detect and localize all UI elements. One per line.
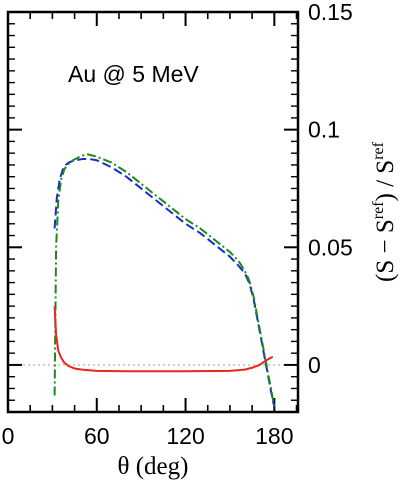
y-tick-label: 0.1 bbox=[308, 117, 340, 143]
axis-ticks bbox=[7, 11, 298, 413]
y-tick-label: 0.05 bbox=[308, 234, 353, 260]
annotation-label: Au @ 5 MeV bbox=[68, 61, 199, 87]
x-axis-title: θ (deg) bbox=[118, 453, 189, 480]
x-tick-label: 60 bbox=[84, 423, 110, 449]
y-axis-title-base: (S − S bbox=[372, 219, 399, 282]
x-tick-label: 0 bbox=[2, 423, 15, 449]
y-tick-label: 0.15 bbox=[308, 0, 353, 25]
y-axis-title-sup2: ref bbox=[370, 141, 387, 159]
y-axis-title-sup1: ref bbox=[370, 201, 387, 219]
series-line-3 bbox=[53, 306, 274, 373]
series-layer bbox=[53, 153, 276, 408]
x-tick-label: 120 bbox=[166, 423, 204, 449]
y-tick-label: 0 bbox=[308, 352, 321, 378]
y-axis-title: (S − Sref) / Sref bbox=[370, 141, 399, 282]
series-line-2 bbox=[53, 153, 276, 408]
y-axis-title-mid: ) / S bbox=[372, 160, 399, 202]
tick-labels: 0 60 120 180 0 0.05 0.1 0.15 bbox=[2, 0, 353, 449]
x-tick-label: 180 bbox=[255, 423, 293, 449]
